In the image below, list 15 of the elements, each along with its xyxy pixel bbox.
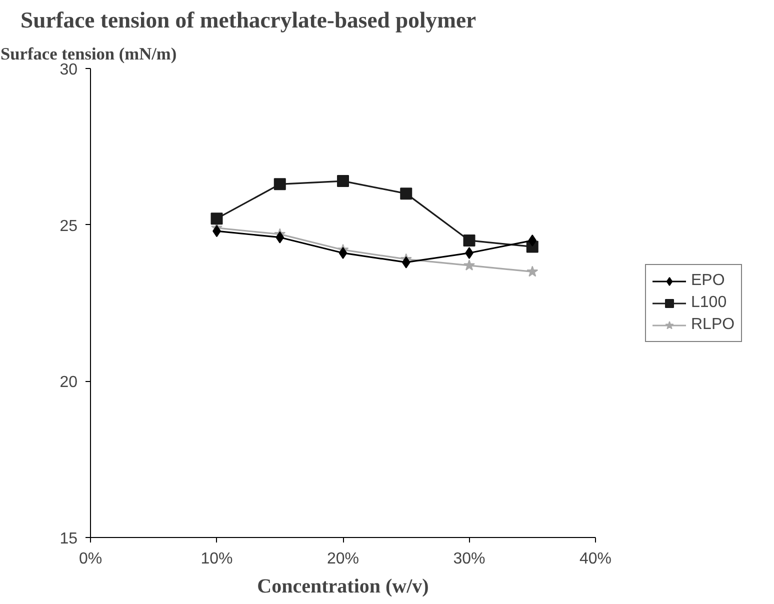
y-tick-label: 30 <box>60 62 78 78</box>
legend-label: RLPO <box>691 316 735 334</box>
x-tick-label: 40% <box>579 550 612 568</box>
y-tick-label: 15 <box>60 530 78 548</box>
y-tick-label: 20 <box>60 374 78 392</box>
x-tick-label: 10% <box>200 550 233 568</box>
y-tick-label: 25 <box>60 218 78 235</box>
chart-title: Surface tension of methacrylate-based polymer <box>20 8 476 32</box>
x-tick-label: 30% <box>453 550 486 568</box>
x-tick-label: 0% <box>78 550 102 568</box>
x-tick-label: 20% <box>326 550 360 568</box>
x-axis-title: Concentration (w/v) <box>257 576 429 598</box>
legend-label: EPO <box>691 272 725 290</box>
legend-label: L100 <box>691 294 727 312</box>
y-axis-title: Surface tension (mN/m) <box>0 44 177 64</box>
